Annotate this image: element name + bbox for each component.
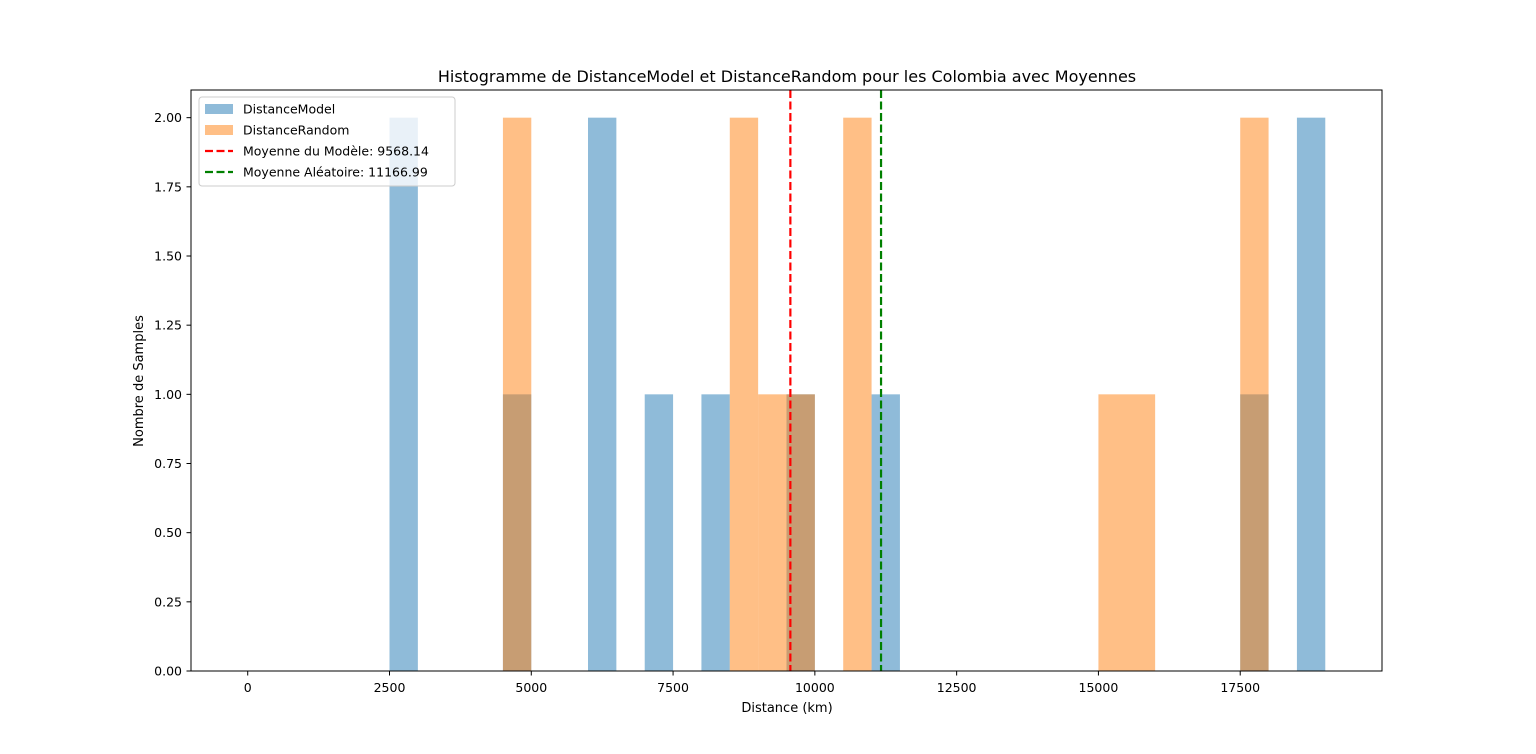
bar-distancemodel-4 (701, 394, 730, 671)
plot-frame (190, 89, 1383, 672)
x-tick-label: 2500 (374, 680, 406, 695)
bar-distancemodel-6 (871, 394, 900, 671)
bar-distancerandom-5 (1240, 117, 1269, 671)
legend-frame (198, 96, 456, 187)
y-tick-label: 0.75 (154, 456, 182, 471)
y-tick-label: 1.00 (154, 387, 182, 402)
bar-distancerandom-0 (502, 117, 532, 671)
legend-label: DistanceRandom (243, 123, 349, 138)
bar-distancemodel-3 (644, 394, 674, 671)
x-tick-label: 17500 (1220, 680, 1260, 695)
x-tick-label: 5000 (515, 680, 547, 695)
y-axis-label: Nombre de Samples (132, 315, 147, 447)
bar-distancerandom-1 (729, 117, 759, 671)
y-tick-label: 1.25 (154, 318, 182, 333)
y-tick-label: 0.00 (154, 664, 182, 679)
y-tick-label: 0.50 (154, 525, 182, 540)
bars-layer (389, 117, 1326, 671)
bar-distancemodel-0 (389, 117, 418, 671)
x-tick-label: 10000 (795, 680, 835, 695)
chart-title: Histogramme de DistanceModel et Distance… (438, 67, 1136, 86)
y-tick-label: 0.25 (154, 594, 182, 609)
y-tick-label: 2.00 (154, 110, 182, 125)
mean-lines-layer (789, 90, 883, 671)
y-tick-label: 1.75 (154, 179, 182, 194)
x-tick-label: 15000 (1079, 680, 1119, 695)
legend-label: DistanceModel (243, 102, 335, 117)
y-tick-label: 1.50 (154, 249, 182, 264)
bar-distancemodel-2 (588, 117, 617, 671)
x-axis: 0 2500 5000 7500 10000 12500 15000 17500 (244, 671, 1260, 695)
bar-distancerandom-4 (1098, 394, 1156, 671)
legend-label: Moyenne du Modèle: 9568.14 (243, 144, 429, 159)
y-axis: 0.00 0.25 0.50 0.75 1.00 1.25 1.50 1.75 2.00 (154, 110, 191, 679)
bar-distancerandom-3 (843, 117, 872, 671)
bar-distancemodel-8 (1296, 117, 1326, 671)
bar-distancerandom-2 (758, 394, 815, 671)
x-axis-label: Distance (km) (741, 701, 832, 716)
legend-swatch (205, 125, 233, 135)
legend: DistanceModel DistanceRandom Moyenne du Mo… (198, 96, 456, 187)
legend-swatch (205, 104, 233, 114)
x-tick-label: 12500 (937, 680, 977, 695)
x-tick-label: 7500 (657, 680, 689, 695)
legend-label: Moyenne Aléatoire: 11166.99 (243, 165, 428, 180)
x-tick-label: 0 (244, 680, 252, 695)
